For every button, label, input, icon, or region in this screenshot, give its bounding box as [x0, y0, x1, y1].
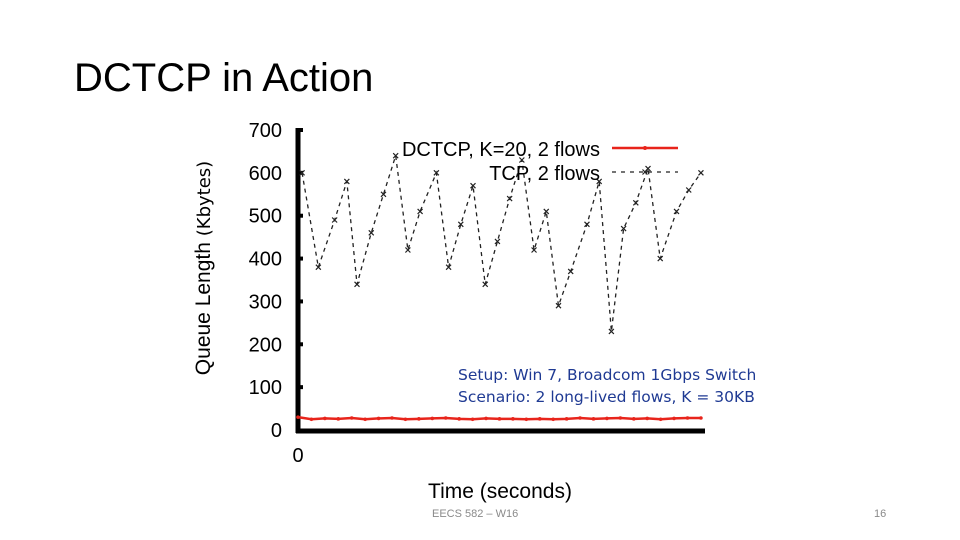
tcp-point [567, 268, 574, 275]
tcp-point [685, 187, 692, 193]
dctcp-point [443, 416, 448, 420]
dctcp-point [605, 416, 609, 421]
dctcp-point [484, 416, 488, 421]
dctcp-point [417, 417, 421, 421]
y-axis-ticks: 0 100 200 300 400 500 600 700 [249, 120, 303, 442]
legend-marker-tcp [642, 169, 648, 175]
tcp-point [445, 264, 452, 271]
dctcp-point [376, 416, 381, 421]
tcp-point [392, 152, 399, 159]
tcp-point [368, 229, 375, 236]
dctcp-point [685, 416, 690, 420]
setup-note: Setup: Win 7, Broadcom 1Gbps Switch Scen… [458, 364, 756, 408]
dctcp-point [470, 417, 475, 422]
y-tick-label: 300 [249, 291, 282, 313]
dctcp-point [336, 417, 341, 421]
dctcp-point [497, 417, 502, 421]
y-tick-label: 0 [271, 420, 282, 442]
page-number: 16 [874, 508, 887, 520]
tcp-point [518, 157, 525, 163]
slide-title: DCTCP in Action [74, 56, 374, 100]
tcp-point [354, 281, 360, 288]
legend-label-dctcp: DCTCP, K=20, 2 flows [402, 139, 600, 161]
series-layer [296, 152, 704, 422]
footer-course: EECS 582 – W16 [432, 508, 519, 520]
y-axis-label-unit: (Kbytes) [194, 161, 215, 236]
tcp-point [343, 178, 350, 185]
dctcp-point [658, 417, 663, 422]
y-tick-label: 200 [249, 334, 282, 356]
tcp-point [596, 178, 603, 185]
y-axis-label-main: Queue Length [192, 236, 215, 375]
scenario-line: Scenario: 2 long-lived flows, K = 30KB [458, 388, 755, 406]
x-axis-ticks: 0 [292, 445, 303, 467]
tcp-point [404, 247, 411, 253]
tcp-line [301, 155, 702, 332]
setup-line: Setup: Win 7, Broadcom 1Gbps Switch [458, 366, 757, 384]
chart-axes [295, 128, 705, 434]
tcp-point [555, 302, 562, 309]
tcp-point [331, 217, 338, 223]
dctcp-point [537, 417, 542, 421]
tcp-point [417, 208, 424, 215]
dctcp-point [591, 417, 596, 421]
y-tick-label: 600 [249, 163, 282, 185]
dctcp-point [551, 417, 555, 422]
series-dctcp [296, 415, 703, 422]
tcp-point [482, 281, 489, 288]
dctcp-point [457, 417, 461, 421]
dctcp-point [296, 415, 300, 419]
x-axis-label: Time (seconds) [428, 480, 572, 503]
dctcp-point [524, 417, 529, 422]
tcp-point [657, 255, 664, 262]
tcp-point [506, 195, 513, 202]
y-tick-label: 500 [249, 206, 282, 228]
tcp-point [433, 169, 440, 176]
dctcp-point [672, 416, 676, 421]
tcp-point [494, 238, 501, 245]
tcp-point [608, 328, 615, 335]
tcp-point [698, 169, 704, 176]
legend-label-tcp: TCP, 2 flows [489, 163, 600, 185]
tcp-point [543, 208, 550, 215]
tcp-point [632, 199, 639, 206]
y-tick-label: 400 [249, 249, 282, 271]
dctcp-point [618, 416, 623, 420]
y-tick-label: 700 [249, 120, 282, 142]
dctcp-point [631, 417, 636, 421]
series-tcp [299, 152, 704, 335]
tcp-point [457, 221, 464, 228]
dctcp-point [511, 417, 515, 421]
tcp-point [531, 247, 537, 253]
dctcp-point [645, 416, 650, 421]
dctcp-point [578, 416, 582, 420]
x-tick-label: 0 [292, 445, 303, 467]
dctcp-point [430, 416, 435, 421]
dctcp-point [349, 416, 354, 420]
tcp-point [380, 191, 387, 198]
dctcp-point [309, 417, 314, 422]
tcp-point [470, 182, 476, 189]
dctcp-point [363, 417, 367, 422]
y-tick-label: 100 [249, 377, 282, 399]
tcp-point [584, 221, 590, 228]
legend-marker-dctcp [643, 146, 647, 150]
dctcp-point [323, 416, 327, 421]
dctcp-point [403, 417, 408, 422]
tcp-point [673, 208, 680, 215]
tcp-point [315, 264, 322, 271]
tcp-point [299, 169, 305, 176]
y-axis-label: Queue Length (Kbytes) [192, 161, 215, 375]
dctcp-point [390, 416, 394, 420]
dctcp-point [564, 417, 569, 421]
dctcp-point [699, 416, 703, 420]
tcp-point [620, 225, 627, 232]
